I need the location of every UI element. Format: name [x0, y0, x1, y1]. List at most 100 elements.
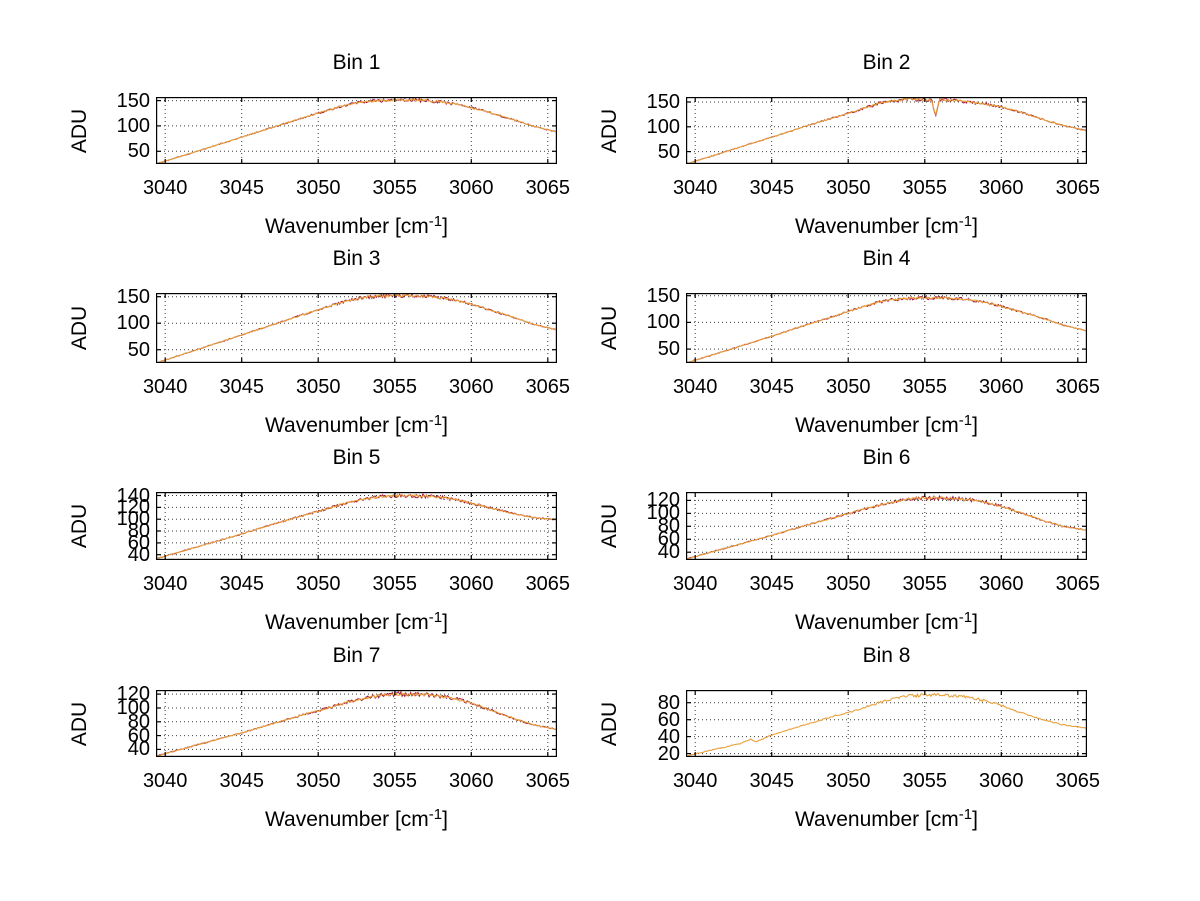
y-axis-label: ADU [598, 97, 622, 164]
spectrum-line-overplot-purple [156, 97, 557, 164]
plot-frame [156, 293, 557, 363]
subplot-bin-2: Bin 2 ADU Wavenumber [cm-1] 3040 3045 3050… [598, 51, 1100, 238]
x-tick-label: 3065 [525, 177, 571, 199]
x-axis-label-pre: Wavenumber [cm [795, 215, 959, 238]
y-tick-label: 100 [116, 114, 150, 137]
subplot-bin-8: Bin 8 ADU Wavenumber [cm-1] 3040 3045 3050… [598, 644, 1100, 831]
x-axis-label-post: ] [442, 808, 448, 831]
x-tick-label: 3045 [749, 376, 794, 398]
x-tick-label: 3045 [219, 770, 264, 792]
x-axis-label-sup: -1 [958, 806, 973, 823]
x-axis-label-pre: Wavenumber [cm [265, 215, 429, 238]
y-tick-label: 60 [657, 708, 680, 731]
x-axis-label-sup: -1 [428, 213, 443, 230]
y-tick-label: 60 [127, 724, 150, 747]
x-tick-label: 3065 [525, 770, 571, 792]
plot-axes [686, 492, 1087, 560]
y-axis-label-text: ADU [68, 503, 91, 549]
y-tick-label: 80 [657, 691, 680, 714]
spectrum-line-overplot-darkred [686, 494, 1087, 560]
y-tick-label: 40 [127, 543, 150, 566]
x-axis-label-post: ] [972, 215, 978, 238]
x-tick-label: 3060 [449, 770, 494, 792]
plot-title: Bin 2 [862, 51, 911, 74]
subplot-bin-1: Bin 1 ADU Wavenumber [cm-1] 3040 3045 3050… [68, 51, 570, 238]
spectrum-line-overplot-purple [686, 494, 1087, 560]
x-tick-label: 3050 [295, 376, 341, 398]
subplot-bin-4: Bin 4 ADU Wavenumber [cm-1] 3040 3045 3050… [598, 247, 1100, 437]
subplot-bin-7: Bin 7 ADU Wavenumber [cm-1] 3040 3045 3050… [68, 644, 570, 831]
y-axis-label: ADU [68, 97, 92, 164]
x-axis-label-pre: Wavenumber [cm [265, 808, 429, 831]
x-tick-label: 3065 [1055, 573, 1101, 595]
x-tick-label: 3040 [142, 573, 188, 595]
x-tick-label: 3065 [525, 573, 571, 595]
subplot-bin-6: Bin 6 ADU Wavenumber [cm-1] 3040 3045 3050… [598, 446, 1100, 634]
x-tick-label: 3040 [142, 770, 188, 792]
x-tick-label: 3055 [372, 376, 418, 398]
x-tick-label: 3050 [295, 573, 341, 595]
plot-frame [686, 690, 1087, 757]
y-axis-label: ADU [598, 293, 622, 363]
y-tick-label: 120 [116, 683, 150, 706]
y-tick-label: 100 [116, 696, 150, 719]
y-axis-label: ADU [598, 690, 622, 757]
spectrum-line [686, 296, 1087, 363]
x-axis-label-sup: -1 [958, 213, 973, 230]
x-axis-label-post: ] [972, 611, 978, 634]
x-axis-label-post: ] [442, 611, 448, 634]
y-tick-label: 120 [116, 496, 150, 519]
plot-frame [686, 293, 1087, 363]
spectrum-line-overplot-darkred [156, 293, 557, 363]
y-tick-label: 80 [127, 520, 150, 543]
x-tick-label: 3055 [902, 177, 948, 199]
x-tick-label: 3055 [902, 770, 948, 792]
y-axis-label-text: ADU [68, 701, 91, 746]
spectrum-line-overplot-purple [156, 690, 557, 757]
x-axis-label: Wavenumber [cm-1] [686, 606, 1087, 635]
x-tick-label: 3045 [749, 770, 794, 792]
plot-frame [156, 97, 557, 164]
x-tick-label: 3055 [372, 770, 418, 792]
x-axis-label: Wavenumber [cm-1] [686, 210, 1087, 239]
x-axis-label-pre: Wavenumber [cm [795, 808, 959, 831]
x-tick-label: 3060 [979, 573, 1024, 595]
x-axis-label: Wavenumber [cm-1] [686, 803, 1087, 832]
y-tick-label: 20 [657, 742, 680, 765]
x-axis-label-pre: Wavenumber [cm [795, 414, 959, 437]
x-axis-label: Wavenumber [cm-1] [156, 606, 557, 635]
subplot-bin-3: Bin 3 ADU Wavenumber [cm-1] 3040 3045 3050… [68, 247, 570, 437]
x-axis-label-post: ] [442, 215, 448, 238]
spectrum-line [156, 692, 557, 757]
plot-title: Bin 5 [332, 446, 381, 469]
spectrum-line [686, 97, 1087, 164]
x-tick-label: 3050 [825, 177, 871, 199]
x-axis-label-post: ] [972, 808, 978, 831]
plot-axes [686, 97, 1087, 164]
plot-title: Bin 1 [332, 51, 381, 74]
y-tick-label: 60 [657, 528, 680, 551]
y-tick-label: 140 [116, 484, 150, 507]
x-tick-label: 3040 [142, 376, 188, 398]
spectrum-line-overplot-darkred [686, 295, 1087, 363]
x-tick-label: 3055 [902, 573, 948, 595]
y-tick-label: 80 [127, 710, 150, 733]
y-axis-label: ADU [68, 492, 92, 560]
y-tick-label: 80 [657, 515, 680, 538]
x-tick-label: 3040 [672, 573, 718, 595]
y-axis-label-text: ADU [598, 503, 621, 549]
x-tick-label: 3040 [672, 770, 718, 792]
x-axis-label-post: ] [972, 414, 978, 437]
y-axis-label: ADU [68, 293, 92, 363]
x-tick-label: 3060 [979, 770, 1024, 792]
plot-frame [686, 97, 1087, 164]
spectrum-line-overplot-darkred [156, 492, 557, 560]
spectrum-line [686, 692, 1087, 757]
x-tick-label: 3060 [449, 376, 494, 398]
x-tick-label: 3055 [372, 177, 418, 199]
y-tick-label: 100 [646, 115, 680, 138]
y-tick-label: 40 [657, 725, 680, 748]
x-axis-label-sup: -1 [428, 412, 443, 429]
x-tick-label: 3060 [979, 376, 1024, 398]
